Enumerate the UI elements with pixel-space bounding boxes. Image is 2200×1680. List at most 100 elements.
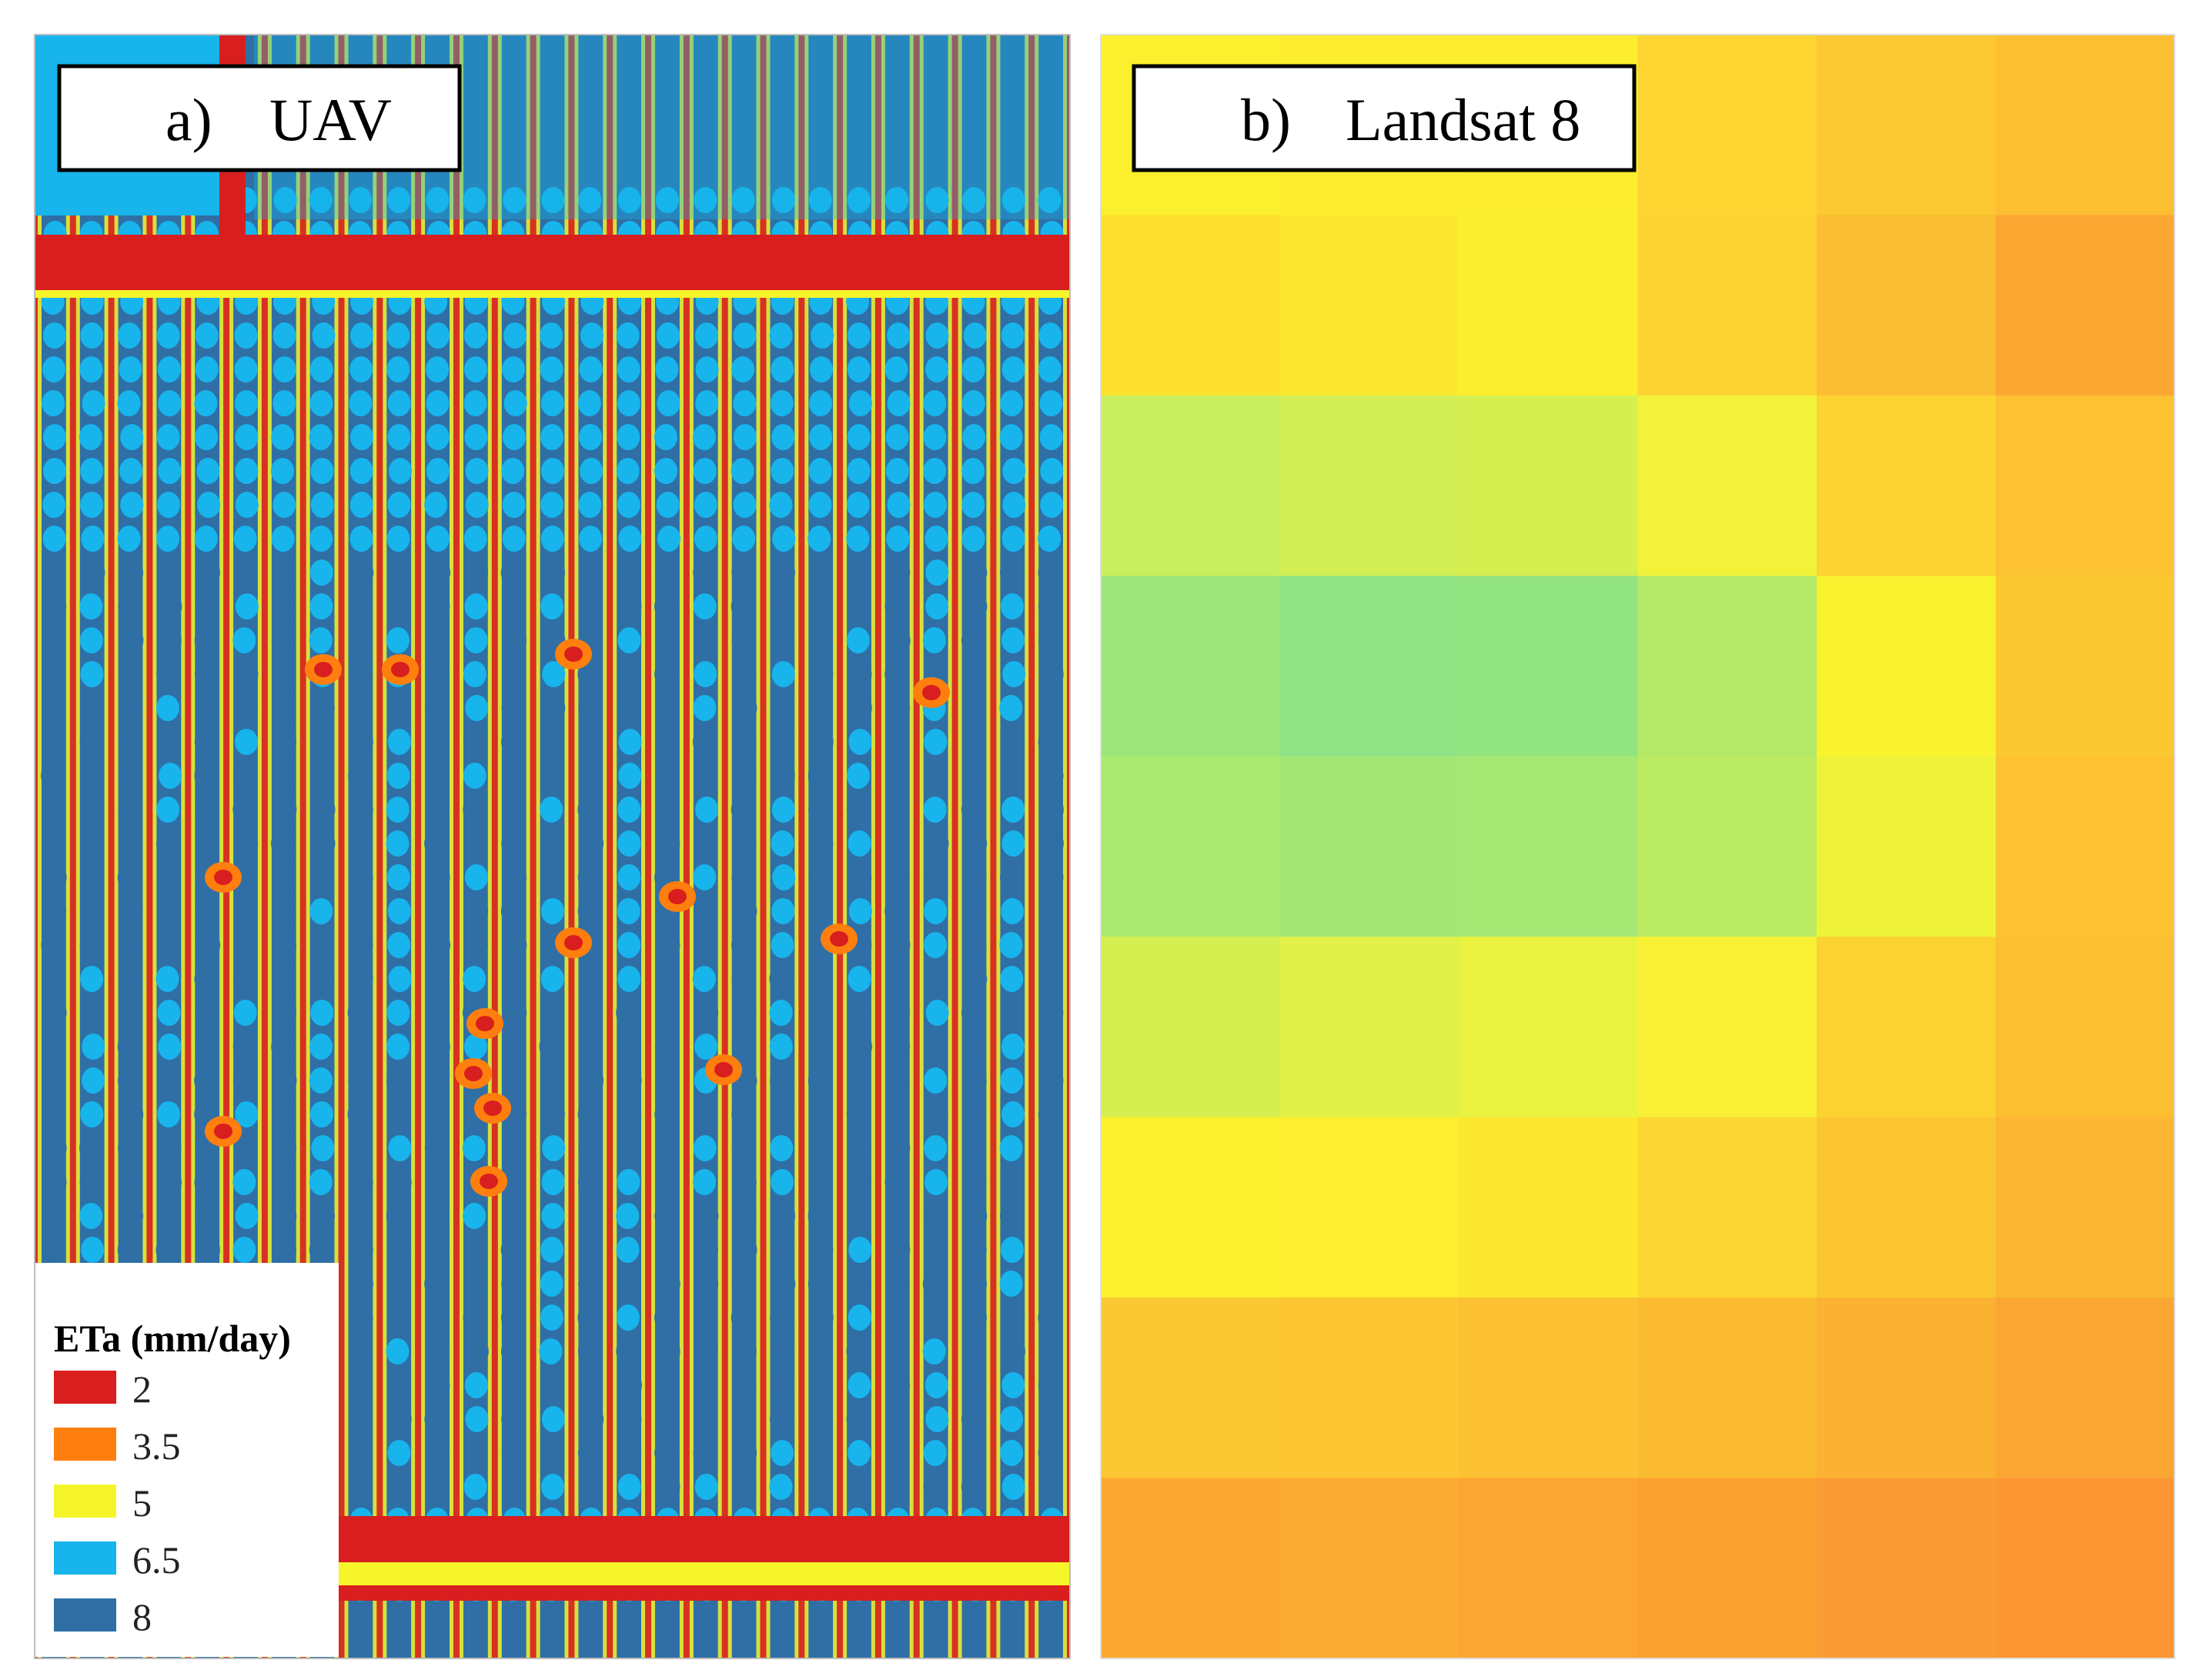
uav-tree xyxy=(694,661,717,687)
landsat-pixel xyxy=(1279,1478,1459,1658)
uav-tree xyxy=(962,763,986,789)
uav-tree xyxy=(923,458,947,484)
uav-tree xyxy=(962,1440,986,1466)
uav-tree xyxy=(271,424,295,450)
uav-tree xyxy=(349,661,373,687)
uav-tree xyxy=(540,898,564,924)
uav-tree xyxy=(884,898,908,924)
uav-tree xyxy=(578,1203,602,1229)
uav-tree xyxy=(463,1237,487,1263)
uav-tree xyxy=(232,1067,256,1094)
uav-tree xyxy=(194,1067,218,1094)
uav-tree xyxy=(655,356,679,382)
uav-tree xyxy=(312,830,336,857)
uav-tree xyxy=(349,390,373,416)
uav-tree xyxy=(731,187,755,213)
uav-tree xyxy=(1040,1406,1063,1432)
uav-row-gap-core xyxy=(69,35,76,1658)
uav-tree xyxy=(117,1237,141,1263)
uav-tree xyxy=(580,1067,604,1094)
uav-tree xyxy=(540,424,564,450)
uav-tree xyxy=(924,729,948,755)
uav-tree xyxy=(158,1135,182,1161)
uav-tree xyxy=(310,1000,334,1026)
uav-tree xyxy=(502,593,526,620)
uav-tree xyxy=(465,458,489,484)
uav-tree xyxy=(541,864,565,890)
uav-tree xyxy=(502,526,526,552)
uav-tree xyxy=(617,797,641,823)
uav-tree xyxy=(925,593,949,620)
uav-tree xyxy=(657,526,680,552)
uav-tree xyxy=(272,356,296,382)
uav-tree xyxy=(578,1237,602,1263)
uav-tree xyxy=(925,322,949,349)
uav-tree xyxy=(309,1034,333,1060)
uav-tree xyxy=(273,1000,296,1026)
uav-tree xyxy=(924,526,948,552)
uav-tree xyxy=(656,492,680,518)
uav-tree xyxy=(847,1135,871,1161)
uav-tree xyxy=(387,492,411,518)
uav-tree xyxy=(425,1237,449,1263)
uav-tree xyxy=(500,1237,524,1263)
landsat-pixel xyxy=(1995,215,2175,396)
uav-tree xyxy=(734,898,757,924)
uav-tree xyxy=(695,356,719,382)
legend-swatch xyxy=(54,1541,116,1575)
uav-tree xyxy=(463,1474,487,1500)
uav-tree xyxy=(386,1034,410,1060)
uav-tree xyxy=(884,1440,908,1466)
uav-tree xyxy=(771,356,794,382)
uav-tree xyxy=(770,1135,794,1161)
uav-tree xyxy=(1040,458,1064,484)
uav-tree xyxy=(234,695,258,721)
uav-tree xyxy=(349,1406,373,1432)
uav-tree xyxy=(501,729,524,755)
uav-tree xyxy=(349,864,373,890)
uav-tree xyxy=(964,1203,988,1229)
uav-tree xyxy=(771,695,795,721)
uav-tree xyxy=(771,830,794,857)
uav-tree xyxy=(617,898,640,924)
uav-tree xyxy=(922,1338,946,1364)
uav-tree xyxy=(1001,187,1025,213)
uav-tree xyxy=(43,864,67,890)
uav-tree xyxy=(693,559,717,586)
landsat-pixel xyxy=(1459,576,1639,757)
uav-tree xyxy=(42,424,66,450)
uav-tree xyxy=(770,1406,793,1432)
uav-tree xyxy=(80,830,104,857)
uav-tree xyxy=(924,1067,948,1094)
uav-tree xyxy=(618,1406,642,1432)
uav-tree xyxy=(159,763,182,789)
uav-tree xyxy=(924,864,948,890)
uav-tree xyxy=(617,559,641,586)
uav-tree xyxy=(158,458,182,484)
uav-tree xyxy=(388,1406,412,1432)
uav-tree xyxy=(80,966,104,992)
uav-tree xyxy=(656,1067,680,1094)
uav-tree xyxy=(810,661,834,687)
uav-tree xyxy=(1040,1067,1064,1094)
uav-tree xyxy=(463,661,486,687)
uav-tree xyxy=(961,1000,985,1026)
uav-tree xyxy=(272,1169,296,1195)
uav-tree xyxy=(848,1067,871,1094)
uav-tree xyxy=(157,492,180,518)
uav-tree xyxy=(426,1372,450,1398)
landsat-pixel xyxy=(1279,1117,1459,1298)
uav-tree xyxy=(388,1169,412,1195)
uav-tree xyxy=(887,492,911,518)
uav-row-gap-core xyxy=(645,35,651,1658)
uav-tree xyxy=(1002,492,1026,518)
uav-soil-patch-core xyxy=(464,1066,483,1081)
uav-tree xyxy=(809,390,832,416)
uav-tree xyxy=(578,492,602,518)
uav-tree xyxy=(386,1338,410,1364)
uav-tree xyxy=(734,1237,757,1263)
uav-tree xyxy=(235,492,259,518)
uav-tree xyxy=(733,424,757,450)
uav-tree xyxy=(771,932,794,958)
uav-tree xyxy=(119,695,143,721)
